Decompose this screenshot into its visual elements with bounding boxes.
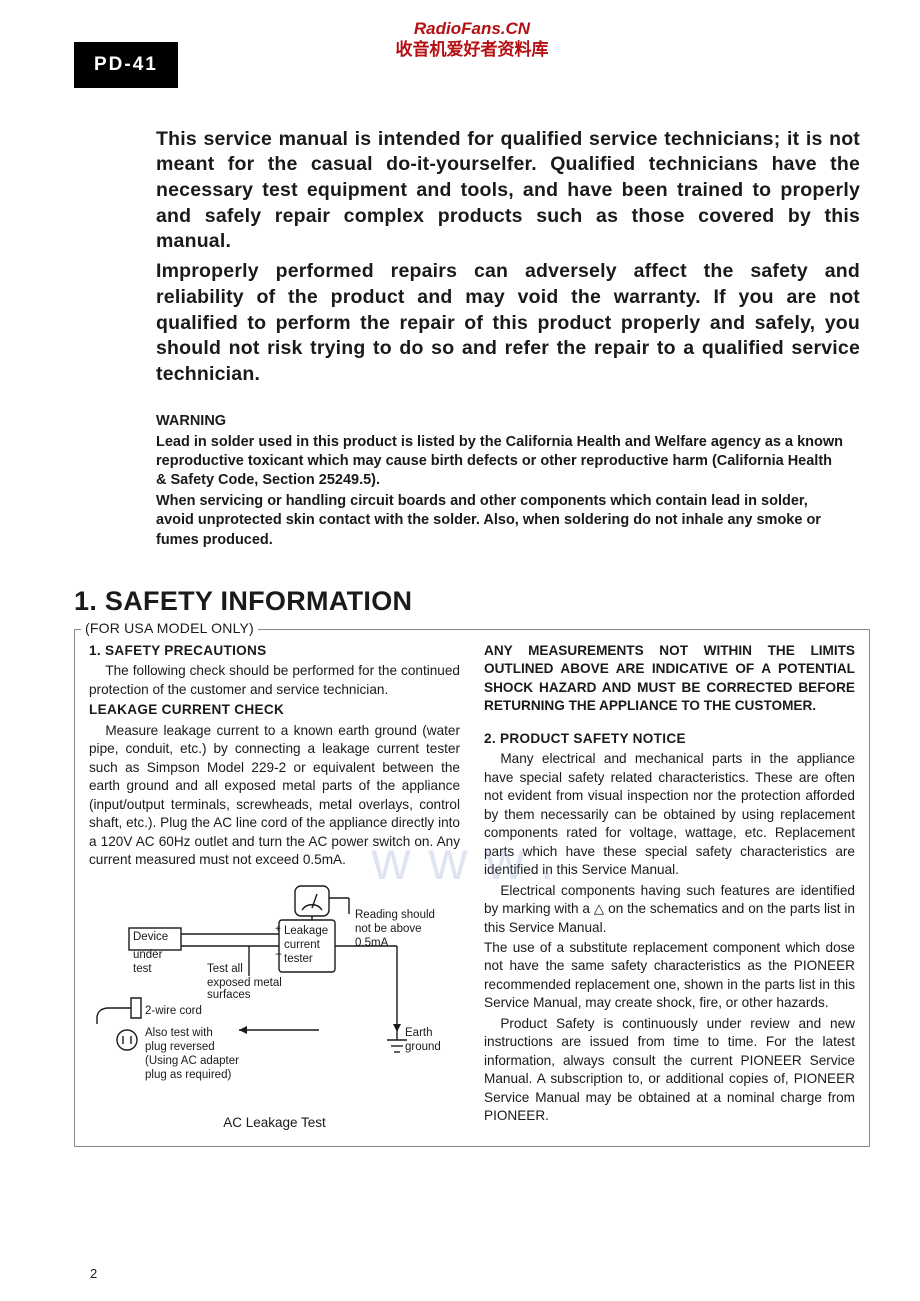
intro-paragraph: This service manual is intended for qual… xyxy=(156,127,860,256)
left-column: 1. SAFETY PRECAUTIONS The following chec… xyxy=(89,642,460,1132)
diagram-label: current xyxy=(284,939,321,951)
diagram-label: 2-wire cord xyxy=(145,1005,202,1017)
diagram-svg: Device under test Leakage current tester… xyxy=(89,880,459,1110)
body-paragraph: Product Safety is continuously under rev… xyxy=(484,1015,855,1126)
site-banner: RadioFans.CN 收音机爱好者资料库 xyxy=(74,18,870,61)
intro-block: This service manual is intended for qual… xyxy=(156,127,860,388)
diagram-label: (Using AC adapter xyxy=(145,1055,239,1067)
diagram-label: Reading should xyxy=(355,909,435,921)
diagram-label: surfaces xyxy=(207,989,251,1001)
diagram-label: tester xyxy=(284,953,313,965)
page-number: 2 xyxy=(90,1266,98,1281)
svg-text:−: − xyxy=(275,947,282,961)
body-paragraph: The following check should be performed … xyxy=(89,662,460,699)
diagram-label: under xyxy=(133,949,163,961)
usa-label: (FOR USA MODEL ONLY) xyxy=(81,620,258,636)
diagram-label: Also test with xyxy=(145,1027,213,1039)
diagram-label: ground xyxy=(405,1041,441,1053)
body-paragraph: Measure leakage current to a known earth… xyxy=(89,722,460,870)
diagram-label: test xyxy=(133,963,152,975)
usa-box: (FOR USA MODEL ONLY) www. 1. SAFETY PREC… xyxy=(74,629,870,1147)
page: RadioFans.CN 收音机爱好者资料库 PD-41 This servic… xyxy=(0,0,920,1301)
diagram-label: exposed metal xyxy=(207,977,282,989)
warning-paragraph: When servicing or handling circuit board… xyxy=(156,492,844,549)
right-column: ANY MEASUREMENTS NOT WITHIN THE LIMITS O… xyxy=(484,642,855,1132)
diagram-caption: AC Leakage Test xyxy=(89,1114,460,1132)
warning-block: WARNING Lead in solder used in this prod… xyxy=(156,412,844,550)
warning-title: WARNING xyxy=(156,412,844,431)
section-title: 1. SAFETY INFORMATION xyxy=(74,586,870,617)
intro-paragraph: Improperly performed repairs can adverse… xyxy=(156,259,860,388)
subhead-product-safety: 2. PRODUCT SAFETY NOTICE xyxy=(484,730,855,748)
body-paragraph: Many electrical and mechanical parts in … xyxy=(484,750,855,879)
diagram-label: Device xyxy=(133,931,168,943)
banner-line-1: RadioFans.CN xyxy=(74,18,870,39)
diagram-label: plug reversed xyxy=(145,1041,215,1053)
warning-paragraph: Lead in solder used in this product is l… xyxy=(156,433,844,490)
diagram-label: Earth xyxy=(405,1027,433,1039)
banner-line-2: 收音机爱好者资料库 xyxy=(74,39,870,60)
diagram-label: Test all xyxy=(207,963,243,975)
subhead-safety-precautions: 1. SAFETY PRECAUTIONS xyxy=(89,642,460,660)
diagram-label: 0.5mA xyxy=(355,937,389,949)
model-badge: PD-41 xyxy=(74,42,178,88)
body-paragraph: Electrical components having such featur… xyxy=(484,882,855,937)
caps-warning: ANY MEASUREMENTS NOT WITHIN THE LIMITS O… xyxy=(484,642,855,716)
subhead-leakage-check: LEAKAGE CURRENT CHECK xyxy=(89,701,460,719)
diagram-label: not be above xyxy=(355,923,422,935)
diagram-label: Leakage xyxy=(284,925,328,937)
leakage-test-diagram: Device under test Leakage current tester… xyxy=(89,880,460,1132)
two-column-layout: 1. SAFETY PRECAUTIONS The following chec… xyxy=(89,642,855,1132)
svg-text:+: + xyxy=(275,924,281,935)
diagram-label: plug as required) xyxy=(145,1069,231,1081)
body-paragraph: The use of a substitute replacement comp… xyxy=(484,939,855,1013)
